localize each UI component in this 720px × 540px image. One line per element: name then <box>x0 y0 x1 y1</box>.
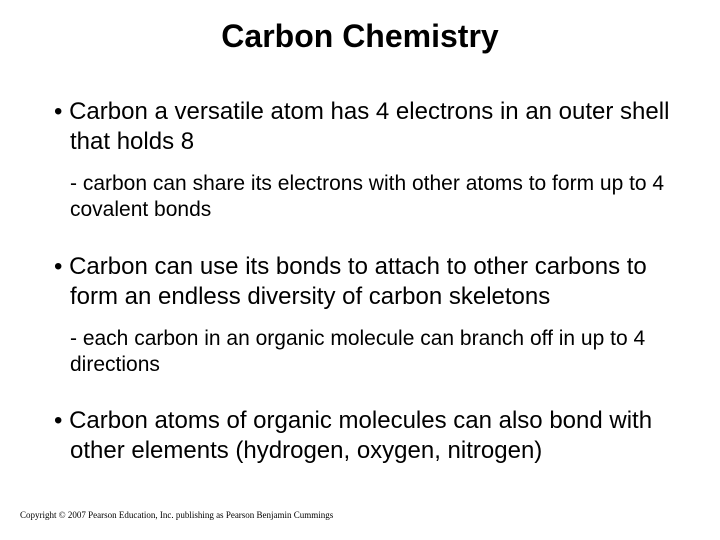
bullet-sub-1: - carbon can share its electrons with ot… <box>70 171 690 224</box>
bullet-sub-2: - each carbon in an organic molecule can… <box>70 326 690 379</box>
bullet-main-1: Carbon a versatile atom has 4 electrons … <box>54 97 690 157</box>
copyright-text: Copyright © 2007 Pearson Education, Inc.… <box>20 510 333 520</box>
slide-title: Carbon Chemistry <box>30 18 690 55</box>
bullet-main-3: Carbon atoms of organic molecules can al… <box>54 406 690 466</box>
slide-container: Carbon Chemistry Carbon a versatile atom… <box>0 0 720 540</box>
bullet-main-2: Carbon can use its bonds to attach to ot… <box>54 252 690 312</box>
